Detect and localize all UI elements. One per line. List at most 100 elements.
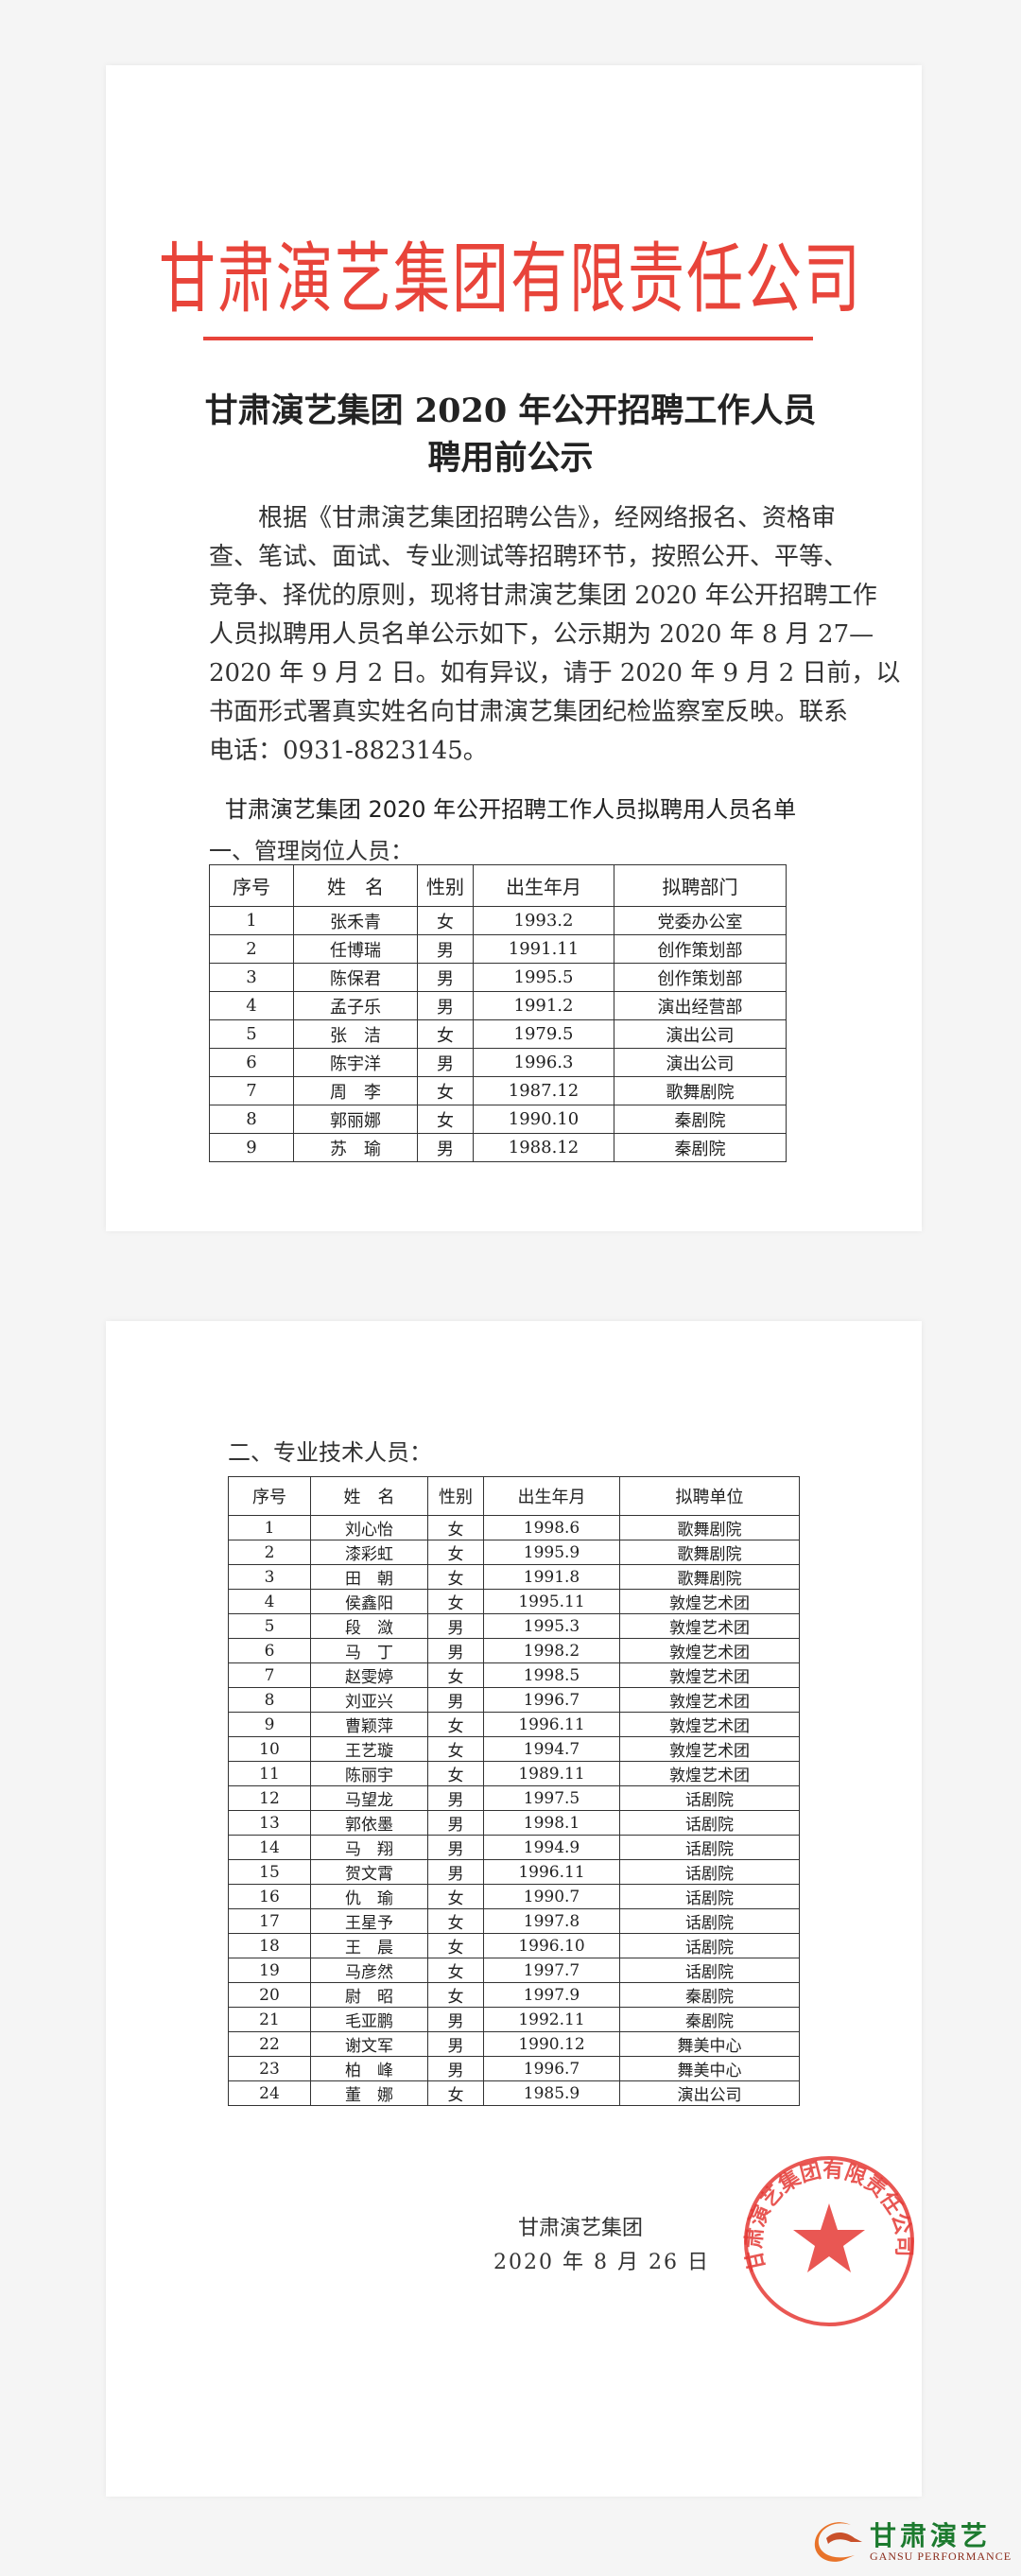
cell-gender: 女 — [427, 2080, 484, 2106]
cell-birth-month: 1996.10 — [483, 1933, 620, 1958]
cell-row-number: 2 — [228, 1540, 311, 1565]
cell-birth-month: 1991.8 — [483, 1564, 620, 1590]
swirl-logo-icon — [814, 2522, 862, 2562]
cell-row-number: 4 — [228, 1589, 311, 1614]
cell-birth-month: 1994.9 — [483, 1835, 620, 1860]
table-row: 13 郭依墨男 1998.1 话剧院 — [228, 1810, 800, 1836]
cell-birth-month: 1998.5 — [483, 1662, 620, 1688]
table-row: 12 马望龙男 1997.5 话剧院 — [228, 1785, 800, 1811]
cell-name: 董 娜 — [310, 2080, 428, 2106]
letterhead-company-name: 甘肃演艺集团有限责任公司 — [159, 235, 862, 325]
cell-birth-month: 1995.3 — [483, 1613, 620, 1639]
cell-gender: 女 — [427, 1736, 484, 1762]
cell-unit: 演出公司 — [614, 1048, 787, 1077]
cell-row-number: 6 — [228, 1638, 311, 1663]
cell-birth-month: 1996.7 — [483, 2056, 620, 2081]
cell-unit: 秦剧院 — [619, 2007, 800, 2032]
column-header: 拟聘部门 — [614, 864, 787, 907]
cell-row-number: 24 — [228, 2080, 311, 2106]
cell-unit: 敦煌艺术团 — [619, 1761, 800, 1786]
cell-unit: 话剧院 — [619, 1908, 800, 1934]
table-row: 4 侯鑫阳女 1995.11 敦煌艺术团 — [228, 1589, 800, 1614]
cell-row-number: 1 — [228, 1515, 311, 1540]
column-header: 序号 — [209, 864, 294, 907]
cell-name: 王 晨 — [310, 1933, 428, 1958]
cell-row-number: 17 — [228, 1908, 311, 1934]
cell-row-number: 9 — [228, 1712, 311, 1737]
cell-gender: 女 — [427, 1540, 484, 1565]
cell-birth-month: 1997.9 — [483, 1982, 620, 2008]
cell-unit: 话剧院 — [619, 1810, 800, 1836]
notice-body-line: 书面形式署真实姓名向甘肃演艺集团纪检监察室反映。联系 — [209, 698, 849, 726]
cell-birth-month: 1996.3 — [473, 1048, 614, 1077]
cell-birth-month: 1989.11 — [483, 1761, 620, 1786]
notice-body-line: 2020 年 9 月 2 日。如有异议，请于 2020 年 9 月 2 日前，以 — [209, 659, 901, 688]
cell-name: 谢文军 — [310, 2031, 428, 2057]
cell-unit: 敦煌艺术团 — [619, 1638, 800, 1663]
cell-unit: 歌舞剧院 — [614, 1076, 787, 1105]
table-row: 24 董 娜女 1985.9 演出公司 — [228, 2080, 800, 2106]
cell-row-number: 8 — [209, 1105, 294, 1134]
cell-row-number: 21 — [228, 2007, 311, 2032]
column-header: 序号 — [228, 1476, 311, 1516]
cell-unit: 话剧院 — [619, 1859, 800, 1885]
cell-row-number: 7 — [209, 1076, 294, 1105]
cell-birth-month: 1997.7 — [483, 1958, 620, 1983]
cell-row-number: 14 — [228, 1835, 311, 1860]
cell-unit: 秦剧院 — [614, 1133, 787, 1162]
cell-name: 郭依墨 — [310, 1810, 428, 1836]
table-row: 2 任博瑞男 1991.11 创作策划部 — [209, 934, 787, 964]
cell-birth-month: 1990.10 — [473, 1105, 614, 1134]
cell-birth-month: 1995.5 — [473, 963, 614, 992]
cell-row-number: 1 — [209, 906, 294, 935]
cell-birth-month: 1985.9 — [483, 2080, 620, 2106]
cell-unit: 话剧院 — [619, 1884, 800, 1909]
cell-unit: 秦剧院 — [614, 1105, 787, 1134]
cell-gender: 男 — [427, 2056, 484, 2081]
table-row: 1 张禾青女 1993.2 党委办公室 — [209, 906, 787, 935]
cell-unit: 舞美中心 — [619, 2056, 800, 2081]
cell-birth-month: 1995.11 — [483, 1589, 620, 1614]
notice-title-line1: 甘肃演艺集团 2020 年公开招聘工作人员 — [204, 392, 817, 430]
cell-gender: 男 — [417, 963, 474, 992]
cell-name: 郭丽娜 — [293, 1105, 418, 1134]
cell-unit: 话剧院 — [619, 1785, 800, 1811]
column-header: 出生年月 — [473, 864, 614, 907]
cell-gender: 女 — [417, 1076, 474, 1105]
cell-birth-month: 1992.11 — [483, 2007, 620, 2032]
cell-name: 曹颖萍 — [310, 1712, 428, 1737]
table-row: 19 马彦然女 1997.7 话剧院 — [228, 1958, 800, 1983]
cell-row-number: 20 — [228, 1982, 311, 2008]
cell-gender: 女 — [417, 1019, 474, 1049]
cell-row-number: 5 — [228, 1613, 311, 1639]
notice-body-line: 电话：0931-8823145。 — [209, 737, 488, 765]
table-row: 6 陈宇洋男 1996.3 演出公司 — [209, 1048, 787, 1077]
cell-gender: 男 — [427, 1613, 484, 1639]
list-title: 甘肃演艺集团 2020 年公开招聘工作人员拟聘用人员名单 — [224, 796, 797, 823]
cell-row-number: 10 — [228, 1736, 311, 1762]
cell-name: 王艺璇 — [310, 1736, 428, 1762]
cell-birth-month: 1991.2 — [473, 991, 614, 1020]
cell-gender: 女 — [427, 1761, 484, 1786]
logo-english-text: GANSU PERFORMANCE — [870, 2550, 1012, 2563]
cell-name: 马彦然 — [310, 1958, 428, 1983]
cell-gender: 男 — [427, 1835, 484, 1860]
cell-unit: 敦煌艺术团 — [619, 1712, 800, 1737]
cell-unit: 秦剧院 — [619, 1982, 800, 2008]
cell-unit: 创作策划部 — [614, 963, 787, 992]
table-header-row: 序号姓 名性别 出生年月 拟聘部门 — [209, 864, 787, 907]
cell-unit: 创作策划部 — [614, 934, 787, 964]
cell-name: 张禾青 — [293, 906, 418, 935]
signature-org: 甘肃演艺集团 — [518, 2217, 644, 2240]
cell-row-number: 6 — [209, 1048, 294, 1077]
cell-birth-month: 1987.12 — [473, 1076, 614, 1105]
cell-gender: 女 — [427, 1515, 484, 1540]
cell-row-number: 13 — [228, 1810, 311, 1836]
table-row: 14 马 翔男 1994.9 话剧院 — [228, 1835, 800, 1860]
cell-row-number: 3 — [228, 1564, 311, 1590]
cell-name: 段 潋 — [310, 1613, 428, 1639]
cell-gender: 男 — [417, 1133, 474, 1162]
table-row: 1 刘心怡女 1998.6 歌舞剧院 — [228, 1515, 800, 1540]
